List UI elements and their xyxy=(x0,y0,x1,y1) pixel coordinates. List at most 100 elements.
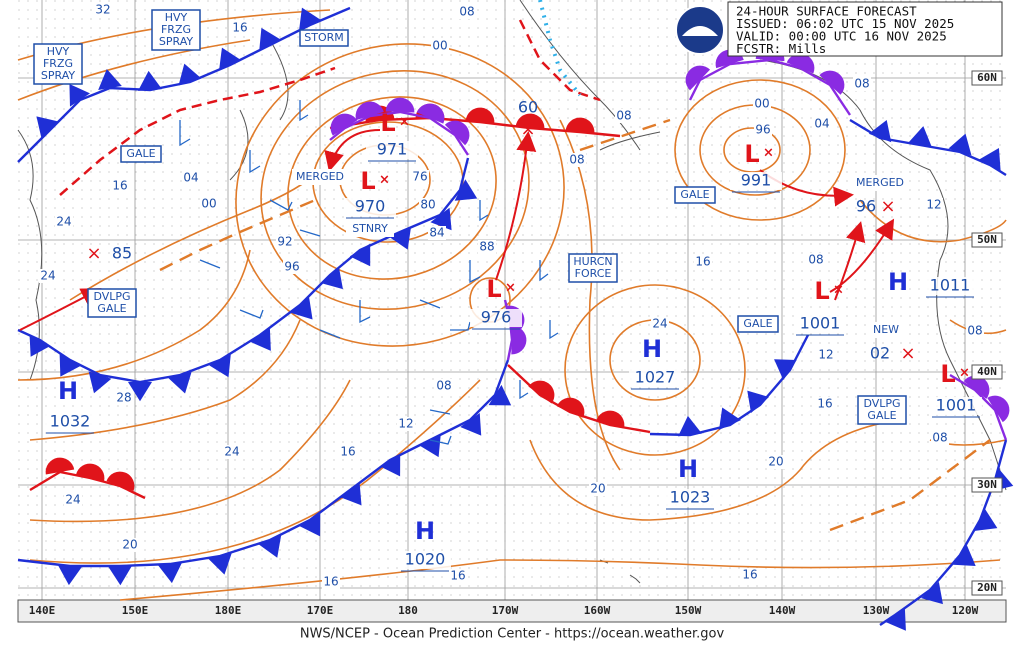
warning-box xyxy=(737,315,779,333)
isobar-label: 04 xyxy=(814,117,829,131)
isobar-label: 08 xyxy=(616,109,631,123)
longitude-label: 120W xyxy=(952,604,979,617)
warning-text: NEW xyxy=(873,323,899,336)
isobar-label-bg xyxy=(853,77,871,91)
isobar-label-bg xyxy=(94,3,112,17)
latitude-label-box xyxy=(971,70,1003,86)
isobar-label: 04 xyxy=(183,171,198,185)
latitude-label: 30N xyxy=(977,478,997,491)
longitude-label: 170E xyxy=(307,604,334,617)
isobar-label: 08 xyxy=(808,253,823,267)
latitude-label-box xyxy=(971,477,1003,493)
central-pressure: 1027 xyxy=(635,368,676,387)
isobar-label-bg xyxy=(568,153,586,167)
isobar-label: 08 xyxy=(854,77,869,91)
isobar-label-bg xyxy=(753,97,771,111)
warning-text: HVY xyxy=(47,45,70,58)
isobar-label: 20 xyxy=(590,482,605,496)
isobar-label: 16 xyxy=(323,575,338,589)
latitude-label: 50N xyxy=(977,233,997,246)
forecast-info: ISSUED: 06:02 UTC 15 NOV 2025 xyxy=(736,16,954,31)
isobar-label-bg xyxy=(435,379,453,393)
center-x: × xyxy=(520,119,535,140)
footer-credit: NWS/NCEP - Ocean Prediction Center - htt… xyxy=(300,627,725,642)
isobar-label-bg xyxy=(111,179,129,193)
center-pressure: 85 xyxy=(112,244,132,263)
isobar-label: 08 xyxy=(932,431,947,445)
isobar-label: 20 xyxy=(122,538,137,552)
forecast-box xyxy=(675,1,1003,57)
isobar-label-bg xyxy=(322,575,340,589)
low-center-x: × xyxy=(379,173,390,188)
isobar-label: 16 xyxy=(112,179,127,193)
isobar-label: 16 xyxy=(450,569,465,583)
label-bg xyxy=(870,322,902,338)
isobar-label: 12 xyxy=(926,198,941,212)
center-pressure: 02 xyxy=(870,344,890,363)
isobar-label: 16 xyxy=(742,568,757,582)
isobar-label-bg xyxy=(115,391,133,405)
isobar-label-bg xyxy=(478,240,496,254)
latitude-label-box xyxy=(971,580,1003,596)
latitude-label-box xyxy=(971,232,1003,248)
forecast-info: 24-HOUR SURFACE FORECAST xyxy=(736,4,917,19)
warning-text: GALE xyxy=(680,188,709,201)
longitude-label: 140W xyxy=(769,604,796,617)
longitude-label: 160W xyxy=(584,604,611,617)
isobar-label-bg xyxy=(339,445,357,459)
pressure-bg xyxy=(664,489,716,507)
warning-text: FRZG xyxy=(43,57,73,70)
low-symbol: L xyxy=(380,109,395,137)
isobar-label: 88 xyxy=(479,240,494,254)
central-pressure: 1001 xyxy=(936,396,977,415)
isobar-label: 24 xyxy=(40,269,55,283)
isobar-label-bg xyxy=(411,170,429,184)
low-center-x: × xyxy=(833,283,844,298)
isobar-label-bg xyxy=(925,198,943,212)
pressure-bg xyxy=(44,413,96,431)
longitude-label: 150E xyxy=(122,604,149,617)
pressure-bg xyxy=(366,141,418,159)
isobar-label: 84 xyxy=(429,226,444,240)
isobar-label: 32 xyxy=(95,3,110,17)
central-pressure: 971 xyxy=(377,140,408,159)
low-center-x: × xyxy=(505,281,516,296)
isobar-label: 00 xyxy=(754,97,769,111)
label-bg xyxy=(346,221,394,237)
wind-barbs xyxy=(179,100,559,445)
central-pressure: 1011 xyxy=(930,276,971,295)
low-symbol: L xyxy=(940,360,955,388)
central-pressure: 1032 xyxy=(50,412,91,431)
isobar-label-bg xyxy=(283,260,301,274)
isobar-label-bg xyxy=(651,317,669,331)
warning-text: SPRAY xyxy=(159,35,193,48)
isobar-label-bg xyxy=(39,269,57,283)
warning-text: GALE xyxy=(97,302,126,315)
isobar-label-bg xyxy=(615,109,633,123)
high-symbol: H xyxy=(415,517,435,545)
low-symbol: L xyxy=(744,140,759,168)
center-pressure: 96 xyxy=(856,197,876,216)
longitude-label: 180 xyxy=(398,604,418,617)
fronts xyxy=(17,0,1014,631)
label-bg xyxy=(292,169,348,185)
center-x: × xyxy=(880,196,895,217)
warning-box xyxy=(33,43,83,85)
pressure-bg xyxy=(794,315,846,333)
isobar-label: 24 xyxy=(224,445,239,459)
warning-text: GALE xyxy=(743,317,772,330)
warning-box xyxy=(120,145,162,163)
isobar-label: 08 xyxy=(459,5,474,19)
isobar-label-bg xyxy=(419,198,437,212)
isobar-label-bg xyxy=(428,226,446,240)
label-bg xyxy=(852,175,908,191)
warning-box xyxy=(674,186,716,204)
isobar-label: 80 xyxy=(420,198,435,212)
central-pressure: 1023 xyxy=(670,488,711,507)
isobar-label-bg xyxy=(223,445,241,459)
isobar-label-bg xyxy=(449,569,467,583)
pressure-bg xyxy=(629,369,681,387)
isobar-label: 24 xyxy=(652,317,667,331)
